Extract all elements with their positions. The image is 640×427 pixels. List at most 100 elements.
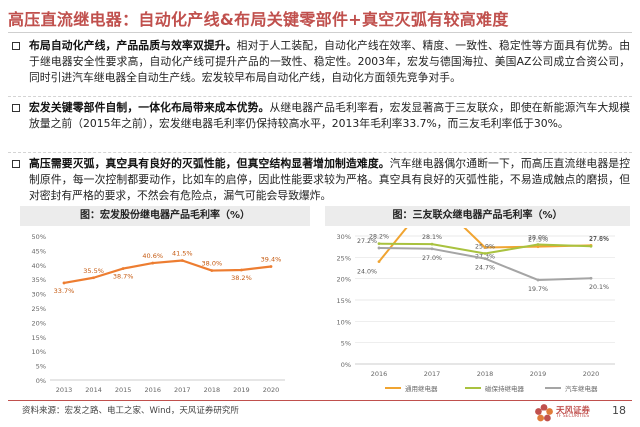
data-label: 27.6% [589,236,609,243]
y-tick-label: 0% [341,361,351,369]
x-tick-label: 2017 [174,386,191,394]
y-tick-label: 35% [32,276,46,284]
data-label: 20.1% [589,284,609,291]
y-tick-label: 20% [32,319,46,327]
data-label: 27.2% [357,238,377,245]
data-label: 33.7% [54,287,75,295]
y-tick-label: 20% [337,276,351,284]
y-tick-label: 30% [32,291,46,299]
bullet-body: 相对于人工装配，自动化产线在效率、精度、一致性、稳定性等方面具有优势。由于继电器… [29,39,631,85]
data-point [536,278,540,282]
y-tick-label: 25% [32,305,46,313]
checkbox-bullet-icon [12,42,20,50]
data-label: 27.3% [475,254,495,261]
flower-logo-icon [535,404,553,422]
y-tick-label: 40% [32,262,46,270]
x-tick-label: 2015 [115,386,132,394]
bullet-heading: 布局自动化产线，产品品质与效率双提升。 [29,39,237,52]
y-tick-label: 50% [32,233,46,241]
y-tick-label: 30% [337,233,351,241]
hongfa-margin-plot: 0% 5% 10% 15% 20% 25% 30% 35% 40% 45% 50% 2013 2014 2… [32,233,285,394]
hongfa-margin-chart: 图：宏发股份继电器产品毛利率（%） 0% 5% 10% 15% 20% 25% 30% 35%… [20,206,310,398]
data-point [483,257,487,261]
x-tick-label: 2016 [144,386,161,394]
data-point [377,242,381,246]
data-point [377,246,381,250]
data-point [121,267,125,270]
bullet-body: 从继电器产品毛利率看，宏发显著高于三友联众，即使在新能源汽车大规模放量之前（20… [29,101,630,131]
x-tick-label: 2020 [263,386,280,394]
data-label: 27.5% [528,237,548,244]
tf-securities-logo: 天风证券 TF SECURITIES [534,402,604,424]
data-point [269,265,273,268]
data-point [62,281,66,285]
y-tick-label: 10% [32,348,46,356]
x-tick-label: 2019 [530,370,547,378]
chart-title: 图：三友联众继电器产品毛利率（%） [325,206,630,226]
x-tick-label: 2017 [424,370,441,378]
logo-subtext: TF SECURITIES [556,414,590,419]
bullet-heading: 高压需要灭弧，真空具有良好的灭弧性能，但真空结构显著增加制造难度。 [29,157,390,170]
section-divider [8,96,632,100]
y-tick-label: 10% [337,318,351,326]
data-point [589,244,593,248]
data-label: 38.2% [231,274,252,282]
data-label: 28.2% [369,234,389,241]
data-label: 39.4% [261,256,282,264]
x-tick-label: 2014 [85,386,102,394]
data-label: 24.0% [357,269,377,276]
data-point [430,247,434,251]
bullet-item-vacuum: 高压需要灭弧，真空具有良好的灭弧性能，但真空结构显著增加制造难度。汽车继电器偶尔… [12,156,630,205]
page-number: 18 [612,404,626,417]
checkbox-bullet-icon [12,160,20,168]
data-label: 41.5% [172,249,193,257]
data-label: 35.5% [83,267,104,275]
data-point [483,252,487,255]
data-point [151,261,155,265]
y-tick-label: 5% [36,363,46,371]
y-tick-label: 15% [32,334,46,342]
bullet-item-automation: 布局自动化产线，产品品质与效率双提升。相对于人工装配，自动化产线在效率、精度、一… [12,38,630,87]
x-tick-label: 2018 [204,386,221,394]
bullet-paragraph: 高压需要灭弧，真空具有良好的灭弧性能，但真空结构显著增加制造难度。汽车继电器偶尔… [29,156,630,205]
data-label: 38.7% [113,273,134,281]
y-tick-label: 25% [337,254,351,262]
bullet-body: 汽车继电器偶尔通断一下，而高压直流继电器是控制原件，每一次控制都要动作，比如车的… [29,157,631,203]
data-label: 24.7% [475,265,495,272]
y-tick-label: 0% [36,377,46,385]
data-point [180,259,184,262]
data-point [589,276,593,280]
data-label: 38.0% [202,260,223,268]
legend-label: 通用继电器 [405,384,438,393]
bullet-heading: 宏发关键零部件自制，一体化布局带来成本优势。 [29,101,270,114]
bullet-paragraph: 宏发关键零部件自制，一体化布局带来成本优势。从继电器产品毛利率看，宏发显著高于三… [29,100,630,132]
logo-text: 天风证券 [556,406,591,416]
y-tick-label: 45% [32,247,46,255]
title-divider [8,32,632,33]
slide-title: 高压直流继电器：自动化产线&布局关键零部件+真空灭弧有较高难度 [8,10,509,29]
x-tick-label: 2018 [477,370,494,378]
x-tick-label: 2019 [233,386,250,394]
data-label: 19.7% [528,286,548,293]
data-point [240,268,243,272]
bullet-item-components: 宏发关键零部件自制，一体化布局带来成本优势。从继电器产品毛利率看，宏发显著高于三… [12,100,630,132]
section-divider [8,152,632,156]
series-line-hongfa [63,259,272,285]
x-tick-label: 2013 [56,386,73,394]
source-note: 资料来源：宏发之路、电工之家、Wind，天风证券研究所 [22,406,239,416]
bullet-paragraph: 布局自动化产线，产品品质与效率双提升。相对于人工装配，自动化产线在效率、精度、一… [29,38,630,87]
sanyou-margin-plot: 0% 5% 10% 15% 20% 25% 30% 2016 2017 2018 2019 2020 2… [337,228,615,393]
x-tick-label: 2016 [371,370,388,378]
data-point [430,242,434,246]
data-label: 27.8% [589,235,609,242]
chart-title: 图：宏发股份继电器产品毛利率（%） [20,206,310,226]
data-label: 40.6% [142,252,163,260]
data-point [536,243,540,246]
data-point [210,269,214,272]
sanyou-margin-chart: 图：三友联众继电器产品毛利率（%） 0% 5% 10% 15% 20% 25% 30% 201… [325,206,630,398]
legend-label: 磁保持继电器 [485,384,525,393]
data-label: 27.0% [422,255,442,262]
data-point [92,276,95,280]
data-point [483,246,487,249]
data-label: 28.1% [422,234,442,241]
